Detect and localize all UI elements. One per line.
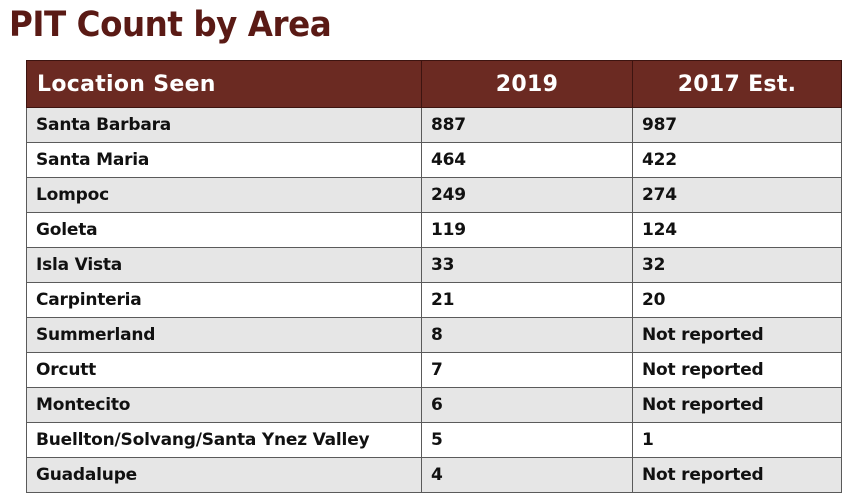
page-title: PIT Count by Area <box>9 5 332 45</box>
count-2017-cell: Not reported <box>632 457 842 493</box>
column-header-location: Location Seen <box>26 60 422 108</box>
column-header-2017-est: 2017 Est. <box>632 60 842 108</box>
count-2017-cell: 20 <box>632 282 842 318</box>
count-2017-cell: 274 <box>632 177 842 213</box>
table-row: Santa Maria 464 422 <box>26 142 842 178</box>
count-2019-cell: 249 <box>421 177 633 213</box>
table-row: Buellton/Solvang/Santa Ynez Valley 5 1 <box>26 422 842 458</box>
count-2017-cell: 1 <box>632 422 842 458</box>
count-2019-cell: 21 <box>421 282 633 318</box>
table-header-row: Location Seen 2019 2017 Est. <box>26 60 842 108</box>
count-2017-cell: Not reported <box>632 352 842 388</box>
table-row: Guadalupe 4 Not reported <box>26 457 842 493</box>
count-2019-cell: 33 <box>421 247 633 283</box>
location-cell: Montecito <box>26 387 422 423</box>
column-header-2019: 2019 <box>421 60 633 108</box>
count-2017-cell: 422 <box>632 142 842 178</box>
location-cell: Orcutt <box>26 352 422 388</box>
table-row: Santa Barbara 887 987 <box>26 107 842 143</box>
count-2019-cell: 464 <box>421 142 633 178</box>
count-2017-cell: 32 <box>632 247 842 283</box>
table-row: Montecito 6 Not reported <box>26 387 842 423</box>
count-2019-cell: 7 <box>421 352 633 388</box>
count-2019-cell: 6 <box>421 387 633 423</box>
count-2017-cell: Not reported <box>632 387 842 423</box>
count-2019-cell: 119 <box>421 212 633 248</box>
location-cell: Buellton/Solvang/Santa Ynez Valley <box>26 422 422 458</box>
count-2019-cell: 5 <box>421 422 633 458</box>
table-row: Lompoc 249 274 <box>26 177 842 213</box>
pit-count-table: Location Seen 2019 2017 Est. Santa Barba… <box>26 60 842 493</box>
count-2019-cell: 887 <box>421 107 633 143</box>
table-row: Isla Vista 33 32 <box>26 247 842 283</box>
location-cell: Santa Maria <box>26 142 422 178</box>
table-row: Carpinteria 21 20 <box>26 282 842 318</box>
location-cell: Carpinteria <box>26 282 422 318</box>
count-2017-cell: 124 <box>632 212 842 248</box>
count-2017-cell: 987 <box>632 107 842 143</box>
count-2019-cell: 8 <box>421 317 633 353</box>
table-row: Summerland 8 Not reported <box>26 317 842 353</box>
count-2017-cell: Not reported <box>632 317 842 353</box>
count-2019-cell: 4 <box>421 457 633 493</box>
location-cell: Lompoc <box>26 177 422 213</box>
table-row: Orcutt 7 Not reported <box>26 352 842 388</box>
location-cell: Isla Vista <box>26 247 422 283</box>
location-cell: Goleta <box>26 212 422 248</box>
location-cell: Guadalupe <box>26 457 422 493</box>
location-cell: Santa Barbara <box>26 107 422 143</box>
location-cell: Summerland <box>26 317 422 353</box>
table-row: Goleta 119 124 <box>26 212 842 248</box>
